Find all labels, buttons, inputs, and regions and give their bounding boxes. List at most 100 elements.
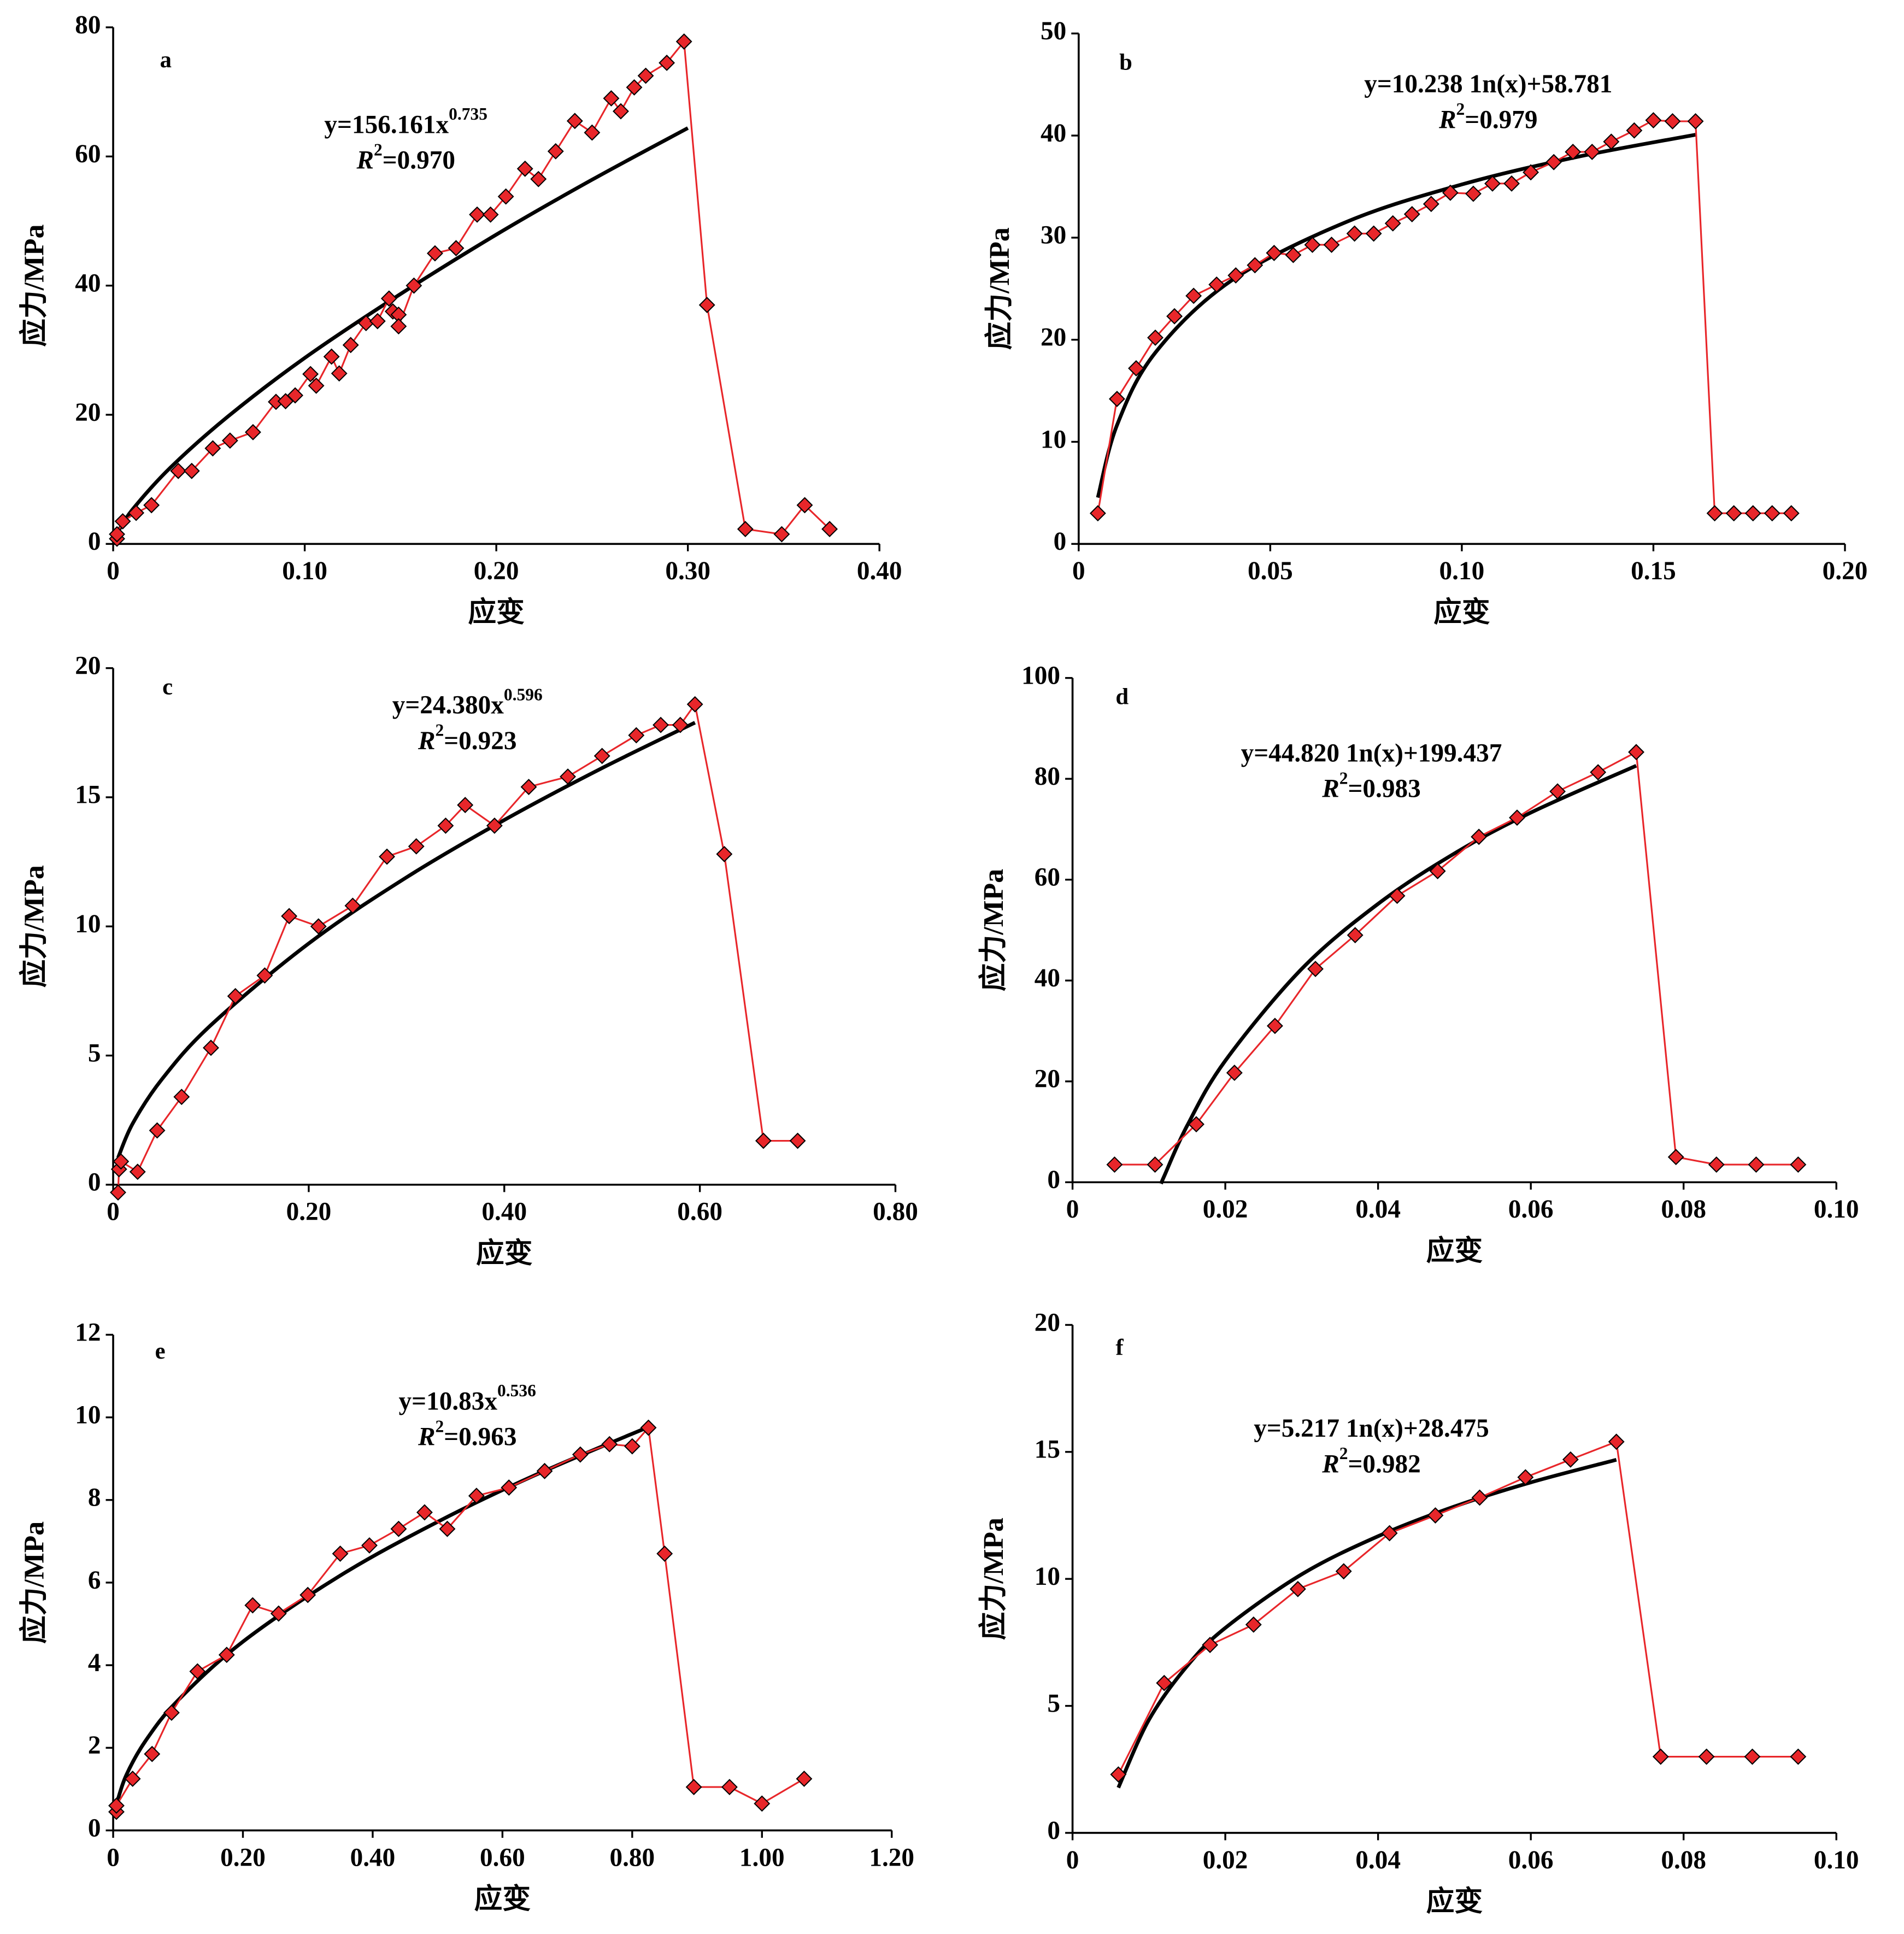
data-point [245,424,261,440]
data-point [1664,113,1681,130]
y-tick-label: 20 [1041,324,1066,352]
data-point [124,1771,141,1787]
y-tick-label: 6 [88,1566,101,1595]
data-point [686,696,703,713]
data-point [114,513,131,530]
data-point [482,206,499,223]
x-tick-label: 0.10 [1439,557,1485,585]
data-point [1403,205,1420,222]
panel: 0 2 4 6 8 10 12 0 0.20 0.40 0.60 0.80 1.00 1.20 应变 应力/M… [18,1318,914,1915]
panel-label: c [162,674,173,700]
data-point [1285,246,1302,263]
data-point [369,313,386,330]
data-point [624,1438,640,1455]
data-point [331,365,348,382]
data-point [1652,1748,1669,1765]
y-tick-label: 8 [88,1484,101,1512]
data-point [308,377,325,394]
data-point [457,797,474,814]
x-tick-label: 0.60 [677,1198,722,1226]
y-tick-label: 5 [88,1039,101,1067]
y-tick-label: 4 [88,1649,101,1677]
data-point [516,160,533,177]
x-tick-label: 0.80 [873,1198,918,1226]
y-axis-title: 应力/MPa [978,869,1009,991]
panel: 0 5 10 15 20 0 0.02 0.04 0.06 0.08 0.10 应变 应力/MPa f y=… [978,1308,1859,1917]
x-tick-label: 0.40 [481,1198,527,1226]
data-point [332,1545,349,1562]
x-tick-label: 0.20 [286,1198,332,1226]
data-point [1226,1065,1243,1081]
data-point [1147,329,1163,346]
data-point [672,716,689,733]
data-point [344,897,361,914]
data-point [143,497,160,514]
data-point [821,521,838,538]
r2-value: =0.982 [1348,1450,1420,1478]
data-point [653,716,669,733]
data-point [1108,391,1125,407]
x-tick-label: 0.04 [1355,1846,1401,1874]
data-point [1744,505,1761,522]
r2-exponent: 2 [436,1417,444,1436]
data-point [113,1153,130,1170]
x-tick-label: 0.02 [1203,1195,1248,1224]
y-tick-label: 20 [1035,1308,1060,1337]
data-point [1208,276,1225,293]
data-point [203,1039,219,1056]
data-point [163,1704,180,1721]
r2-exponent: 2 [374,140,383,160]
data-point [716,845,733,862]
data-line [1097,119,1791,514]
x-tick-label: 0 [1072,557,1085,585]
data-point [1645,112,1662,128]
panel: 0 5 10 15 20 0 0.20 0.40 0.60 0.80 应变 应力/MPa c y=24.3… [18,651,918,1269]
equation-text: y=5.217 1n(x)+28.475 [1254,1414,1489,1443]
panel-label: d [1115,684,1129,710]
y-tick-label: 40 [75,269,101,297]
y-tick-label: 50 [1041,17,1066,45]
x-tick-label: 0.04 [1355,1195,1401,1224]
fit-curve [1096,133,1696,498]
data-point [299,1586,316,1603]
x-tick-label: 0.08 [1661,1846,1706,1874]
data-point [204,440,221,457]
x-tick-label: 0.06 [1508,1195,1554,1224]
data-point [593,748,610,765]
data-point [626,79,643,96]
panel-label: b [1119,49,1132,75]
y-tick-label: 60 [1035,863,1060,892]
r-squared: R2=0.983 [1321,769,1421,803]
y-tick-label: 0 [1047,1166,1060,1194]
data-point [1484,175,1501,192]
data-point [149,1122,166,1139]
data-point [584,124,601,141]
r-squared: R2=0.970 [356,140,455,175]
data-point [1188,1116,1204,1133]
data-point [323,348,340,365]
data-point [1147,1156,1163,1173]
y-tick-label: 0 [88,1168,101,1197]
r2-symbol: R [1321,1450,1339,1478]
equation-exponent: 0.735 [449,104,487,124]
x-axis-title: 应变 [1433,597,1490,628]
r-squared: R2=0.963 [418,1417,517,1451]
data-point [1106,1156,1123,1173]
r-squared: R2=0.979 [1438,99,1538,134]
y-tick-label: 10 [1035,1562,1060,1591]
panel-label: e [155,1338,166,1364]
y-tick-label: 80 [75,11,101,39]
data-point [1517,1469,1534,1486]
data-point [1471,828,1488,845]
data-point [448,240,465,257]
data-point [601,1436,618,1453]
data-point [1247,257,1264,274]
data-point [1089,505,1106,522]
data-point [1166,308,1183,325]
data-point [1603,133,1620,150]
data-point [628,727,645,744]
data-point [144,1745,161,1762]
equation-text: y=10.83x [399,1387,498,1415]
data-point [1590,764,1607,781]
data-point [698,297,715,314]
